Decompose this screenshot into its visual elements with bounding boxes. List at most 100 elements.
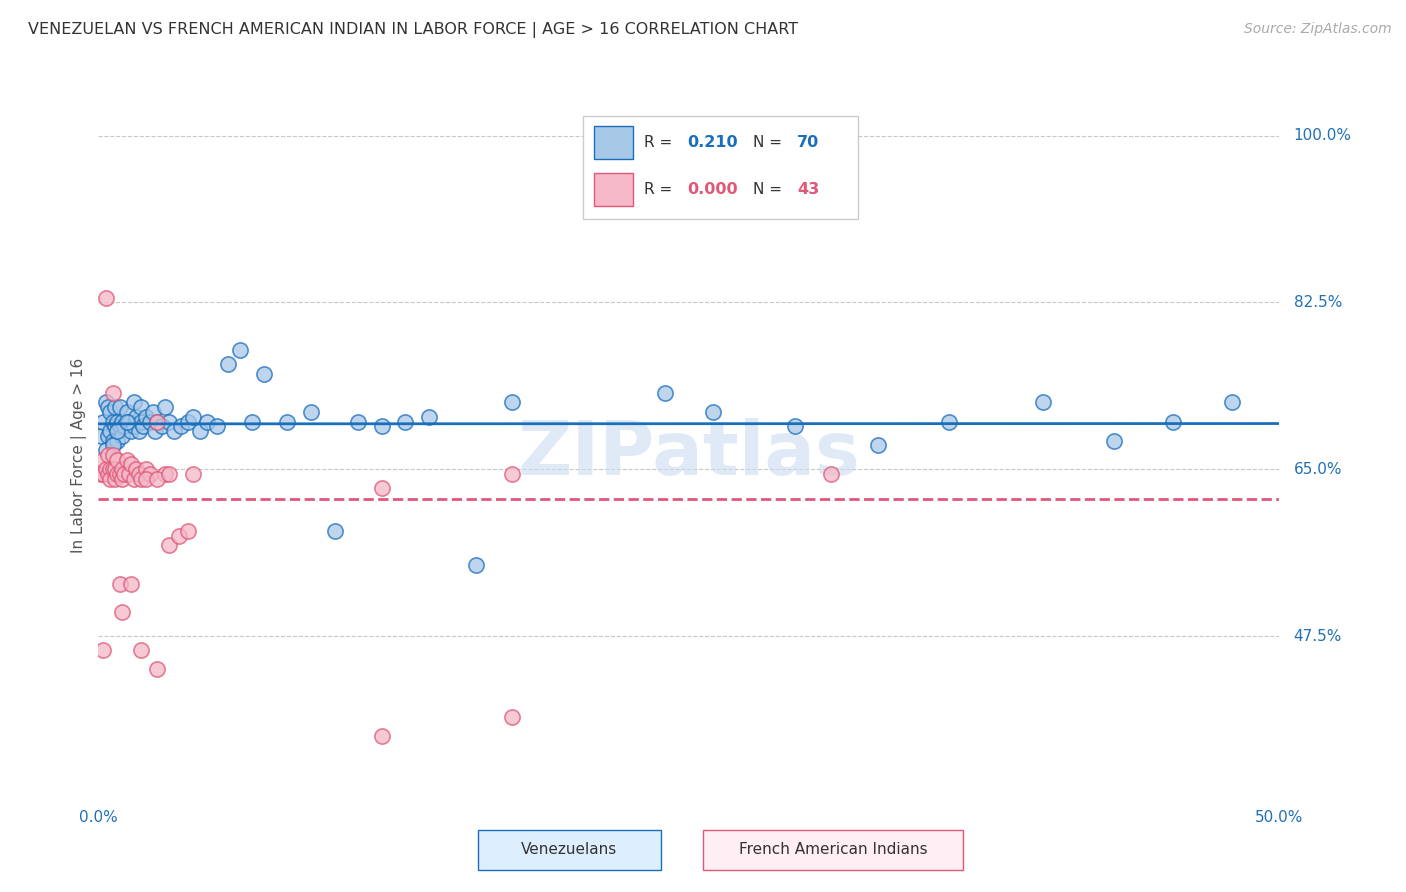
Point: [1161, 415, 1184, 429]
Point: [217, 357, 239, 371]
Point: [111, 415, 134, 429]
FancyBboxPatch shape: [703, 830, 963, 870]
Point: [188, 424, 211, 438]
Point: [501, 710, 523, 724]
FancyBboxPatch shape: [478, 830, 661, 870]
Point: [146, 472, 169, 486]
Point: [90, 429, 112, 443]
Point: [146, 662, 169, 676]
Point: [91, 643, 114, 657]
Point: [94, 443, 117, 458]
Point: [108, 467, 131, 481]
Point: [129, 401, 152, 415]
Point: [146, 415, 169, 429]
Point: [170, 419, 193, 434]
Point: [97, 467, 120, 481]
Text: 82.5%: 82.5%: [1294, 295, 1341, 310]
Point: [128, 424, 150, 438]
Text: 65.0%: 65.0%: [1294, 462, 1343, 476]
Point: [702, 405, 724, 419]
Point: [153, 467, 176, 481]
Point: [129, 415, 152, 429]
Point: [108, 419, 131, 434]
Point: [90, 467, 112, 481]
Point: [94, 395, 117, 409]
Point: [98, 405, 121, 419]
Point: [105, 415, 128, 429]
Point: [115, 405, 138, 419]
Text: ZIPatlas: ZIPatlas: [517, 418, 860, 491]
Text: Source: ZipAtlas.com: Source: ZipAtlas.com: [1244, 22, 1392, 37]
Point: [91, 452, 114, 467]
Y-axis label: In Labor Force | Age > 16: In Labor Force | Age > 16: [72, 358, 87, 552]
Point: [371, 729, 394, 743]
Point: [229, 343, 252, 357]
Point: [1032, 395, 1054, 409]
Point: [121, 458, 143, 472]
Point: [121, 424, 143, 438]
Point: [205, 419, 228, 434]
Text: 70: 70: [797, 135, 820, 150]
Point: [501, 467, 523, 481]
Text: French American Indians: French American Indians: [738, 842, 928, 857]
Point: [105, 424, 128, 438]
Point: [105, 452, 128, 467]
Point: [253, 367, 276, 381]
Point: [866, 438, 889, 452]
Point: [112, 467, 135, 481]
Point: [323, 524, 346, 538]
Point: [111, 472, 134, 486]
Point: [101, 462, 124, 476]
Point: [1102, 434, 1125, 448]
Point: [129, 472, 152, 486]
Point: [128, 467, 150, 481]
Point: [122, 472, 145, 486]
Text: 47.5%: 47.5%: [1294, 629, 1341, 643]
Point: [142, 405, 165, 419]
Point: [97, 401, 120, 415]
Point: [132, 419, 155, 434]
Text: 43: 43: [797, 182, 820, 197]
Point: [785, 419, 807, 434]
Point: [112, 419, 135, 434]
Point: [115, 452, 138, 467]
Point: [938, 415, 960, 429]
Point: [108, 401, 131, 415]
Point: [125, 462, 148, 476]
Point: [94, 462, 117, 476]
Point: [157, 539, 180, 553]
Point: [143, 424, 166, 438]
Point: [1220, 395, 1243, 409]
Text: 0.210: 0.210: [688, 135, 738, 150]
Point: [299, 405, 322, 419]
Point: [91, 415, 114, 429]
Bar: [595, 126, 633, 159]
Point: [125, 409, 148, 424]
Point: [105, 467, 128, 481]
Point: [195, 415, 218, 429]
Point: [139, 415, 162, 429]
Point: [101, 434, 124, 448]
Point: [118, 415, 141, 429]
Point: [105, 434, 128, 448]
Point: [129, 643, 152, 657]
Point: [101, 438, 124, 452]
Point: [135, 472, 157, 486]
FancyBboxPatch shape: [583, 116, 858, 219]
Text: VENEZUELAN VS FRENCH AMERICAN INDIAN IN LABOR FORCE | AGE > 16 CORRELATION CHART: VENEZUELAN VS FRENCH AMERICAN INDIAN IN …: [28, 22, 799, 38]
Point: [150, 419, 173, 434]
Point: [347, 415, 370, 429]
Point: [122, 395, 145, 409]
Point: [111, 605, 134, 619]
Point: [371, 419, 394, 434]
Point: [394, 415, 416, 429]
Point: [98, 462, 121, 476]
Point: [108, 576, 131, 591]
Text: Venezuelans: Venezuelans: [522, 842, 617, 857]
Point: [465, 558, 488, 572]
Point: [111, 429, 134, 443]
Point: [121, 576, 143, 591]
Point: [97, 448, 120, 462]
Point: [276, 415, 298, 429]
Point: [98, 472, 121, 486]
